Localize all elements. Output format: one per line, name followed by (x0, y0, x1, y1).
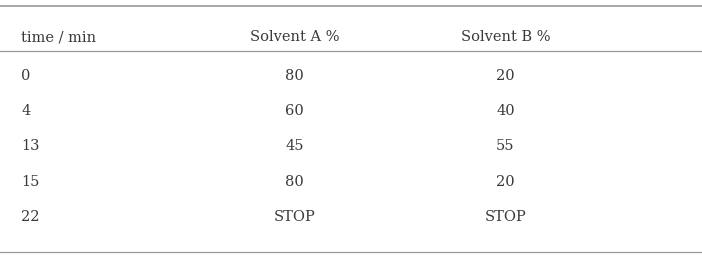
Text: 4: 4 (21, 104, 30, 118)
Text: Solvent B %: Solvent B % (461, 30, 550, 44)
Text: 22: 22 (21, 210, 39, 224)
Text: 0: 0 (21, 69, 30, 82)
Text: 20: 20 (496, 175, 515, 188)
Text: 15: 15 (21, 175, 39, 188)
Text: 80: 80 (286, 175, 304, 188)
Text: 80: 80 (286, 69, 304, 82)
Text: 40: 40 (496, 104, 515, 118)
Text: STOP: STOP (484, 210, 526, 224)
Text: STOP: STOP (274, 210, 316, 224)
Text: Solvent A %: Solvent A % (250, 30, 340, 44)
Text: 60: 60 (286, 104, 304, 118)
Text: 20: 20 (496, 69, 515, 82)
Text: 55: 55 (496, 139, 515, 153)
Text: 45: 45 (286, 139, 304, 153)
Text: time / min: time / min (21, 30, 96, 44)
Text: 13: 13 (21, 139, 39, 153)
